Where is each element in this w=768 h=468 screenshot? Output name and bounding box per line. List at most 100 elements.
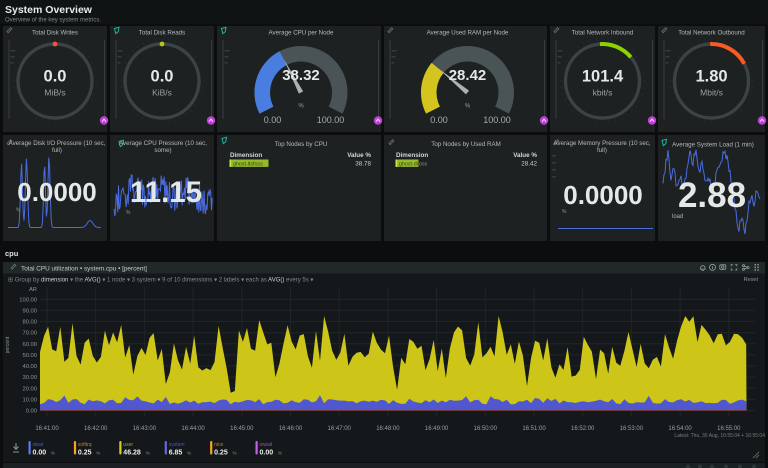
svg-text:101.4: 101.4 (582, 68, 624, 86)
svg-text:steal: steal (33, 442, 44, 448)
svg-text:70.00: 70.00 (22, 331, 37, 337)
svg-text:nice: nice (214, 442, 223, 448)
svg-text:16:48:00: 16:48:00 (376, 426, 400, 432)
svg-text:Average Memory Pressure (10 se: Average Memory Pressure (10 sec, (553, 140, 650, 147)
svg-text:0.00: 0.00 (26, 409, 37, 415)
svg-text:some): some) (154, 147, 171, 154)
svg-text:MiB/s: MiB/s (44, 88, 65, 98)
svg-text:6.85: 6.85 (169, 450, 183, 457)
svg-text:0.00: 0.00 (260, 450, 274, 457)
svg-text:0.00: 0.00 (264, 115, 282, 125)
svg-text:Total Disk Reads: Total Disk Reads (139, 30, 185, 37)
svg-text:90.00: 90.00 (22, 308, 37, 314)
svg-text:percent: percent (5, 336, 11, 353)
svg-text:kbit/s: kbit/s (593, 88, 613, 98)
svg-text:30.00: 30.00 (22, 375, 37, 381)
svg-text:16:45:00: 16:45:00 (230, 426, 254, 432)
svg-text:Top Nodes by Used RAM: Top Nodes by Used RAM (431, 141, 500, 148)
svg-text:16:52:00: 16:52:00 (571, 426, 595, 432)
svg-text:%: % (562, 209, 567, 215)
svg-text:80.00: 80.00 (22, 320, 37, 326)
svg-text:28.42: 28.42 (449, 67, 487, 84)
svg-text:16:49:00: 16:49:00 (425, 426, 449, 432)
svg-text:Total Disk Writes: Total Disk Writes (32, 30, 78, 37)
svg-text:full): full) (52, 147, 62, 154)
svg-text:Total Network Inbound: Total Network Inbound (572, 30, 634, 37)
svg-text:Top Nodes by CPU: Top Nodes by CPU (275, 141, 328, 148)
svg-text:Overview of the key system met: Overview of the key system metrics. (5, 18, 101, 24)
svg-text:16:41:00: 16:41:00 (35, 426, 59, 432)
svg-text:Total CPU utilization • system: Total CPU utilization • system.cpu • [pe… (21, 266, 147, 273)
svg-text:%: % (278, 451, 282, 456)
svg-text:0.0000: 0.0000 (17, 177, 97, 207)
svg-text:cpu: cpu (5, 249, 19, 258)
svg-text:KiB/s: KiB/s (152, 88, 172, 98)
svg-text:0.25: 0.25 (214, 450, 228, 457)
svg-text:16:51:00: 16:51:00 (522, 426, 546, 432)
svg-text:AR: AR (29, 287, 37, 293)
svg-text:Dimension: Dimension (396, 152, 428, 159)
svg-text:2.88: 2.88 (678, 176, 746, 215)
svg-text:⊞ Group by dimension ▾ the AV: ⊞ Group by dimension ▾ the AVG() ▾ 1 nod… (8, 278, 313, 284)
svg-text:0.0000: 0.0000 (563, 180, 643, 210)
svg-text:%: % (298, 104, 304, 110)
svg-text:Average Used RAM per Node: Average Used RAM per Node (427, 30, 509, 37)
svg-text:16:44:00: 16:44:00 (181, 426, 205, 432)
svg-text:%: % (16, 208, 21, 214)
svg-text:0.00: 0.00 (33, 450, 47, 457)
svg-text:Value %: Value % (347, 152, 371, 159)
svg-text:10.00: 10.00 (22, 397, 37, 403)
svg-text:Dimension: Dimension (230, 152, 262, 159)
svg-text:%: % (51, 451, 55, 456)
svg-text:ghost-dls: ghost-dls (399, 161, 421, 167)
svg-text:1.80: 1.80 (695, 68, 727, 86)
svg-text:iowait: iowait (260, 442, 273, 448)
svg-text:Value %: Value % (513, 152, 537, 159)
svg-text:28.42: 28.42 (521, 161, 537, 168)
svg-text:16:54:00: 16:54:00 (668, 426, 692, 432)
svg-text:load: load (672, 214, 683, 220)
svg-text:System Overview: System Overview (5, 4, 93, 16)
svg-text:100.00: 100.00 (19, 297, 37, 303)
svg-text:50.00: 50.00 (22, 353, 37, 359)
svg-text:100.00: 100.00 (317, 115, 345, 125)
svg-text:Total Network Outbound: Total Network Outbound (678, 30, 745, 37)
svg-text:%: % (146, 451, 150, 456)
svg-text:Latest: Thu, 30 Aug, 16:55:04: Latest: Thu, 30 Aug, 16:55:04 + 16:55:04 (674, 433, 765, 439)
svg-text:system: system (169, 442, 185, 448)
svg-text:%: % (233, 451, 237, 456)
svg-text:16:50:00: 16:50:00 (474, 426, 498, 432)
svg-text:%: % (126, 210, 131, 216)
svg-text:38.32: 38.32 (282, 67, 320, 84)
svg-text:0.0: 0.0 (44, 68, 67, 86)
svg-text:Average CPU Pressure (10 sec,: Average CPU Pressure (10 sec, (119, 140, 207, 147)
svg-text:40.00: 40.00 (22, 364, 37, 370)
svg-text:16:53:00: 16:53:00 (620, 426, 644, 432)
svg-text:100.00: 100.00 (483, 115, 511, 125)
svg-text:16:42:00: 16:42:00 (84, 426, 108, 432)
svg-text:16:55:00: 16:55:00 (717, 426, 741, 432)
svg-text:0.0: 0.0 (151, 68, 174, 86)
svg-text:46.28: 46.28 (123, 450, 141, 457)
svg-text:16:43:00: 16:43:00 (133, 426, 157, 432)
svg-text:11.15: 11.15 (130, 176, 202, 209)
svg-text:ghost-ltsfoss: ghost-ltsfoss (233, 161, 263, 167)
svg-text:Mbit/s: Mbit/s (700, 88, 723, 98)
svg-text:16:47:00: 16:47:00 (328, 426, 352, 432)
svg-text:0.25: 0.25 (78, 450, 92, 457)
svg-text:Average Disk I/O Pressure (10: Average Disk I/O Pressure (10 sec, (9, 140, 106, 147)
svg-text:softirq: softirq (78, 442, 92, 448)
svg-text:%: % (465, 104, 471, 110)
svg-text:0.00: 0.00 (430, 115, 448, 125)
svg-text:Average System Load (1 min): Average System Load (1 min) (672, 142, 754, 149)
svg-text:20.00: 20.00 (22, 386, 37, 392)
svg-text:Average CPU per Node: Average CPU per Node (269, 30, 334, 37)
svg-text:user: user (123, 442, 133, 448)
svg-text:%: % (187, 451, 191, 456)
svg-text:16:46:00: 16:46:00 (279, 426, 303, 432)
svg-text:oss: oss (419, 161, 428, 167)
svg-text:%: % (96, 451, 100, 456)
svg-text:38.78: 38.78 (355, 161, 371, 168)
svg-text:60.00: 60.00 (22, 342, 37, 348)
svg-text:Reset: Reset (744, 277, 759, 283)
